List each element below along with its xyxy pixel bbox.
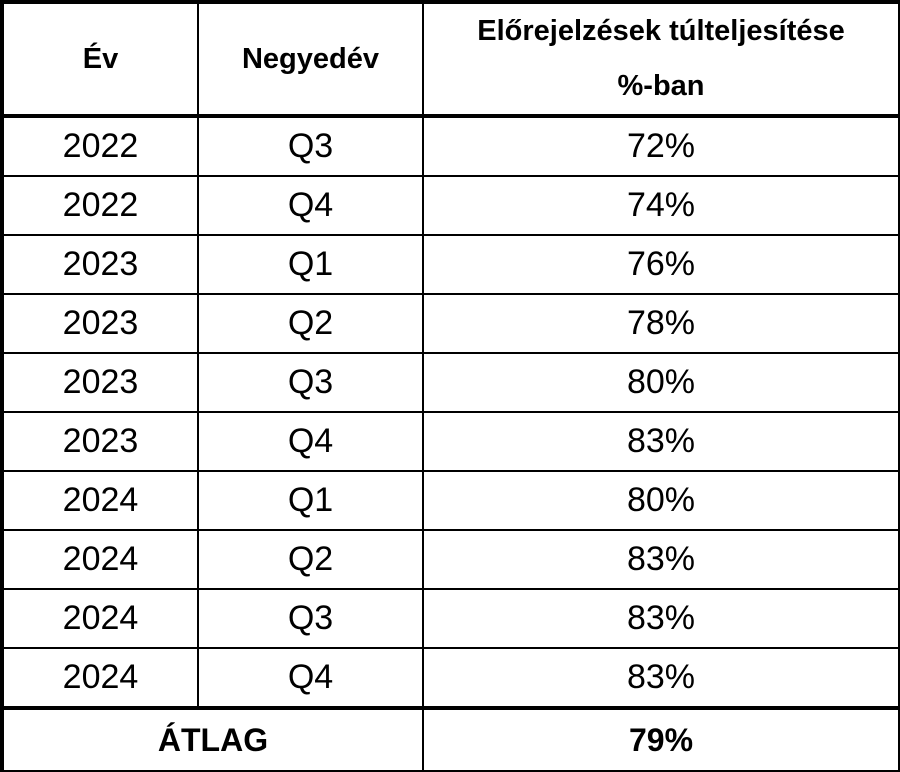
- table-cell: 2023: [2, 234, 199, 296]
- table-cell: 2023: [2, 352, 199, 414]
- table-cell: Q2: [197, 293, 424, 355]
- footer-label: ÁTLAG: [2, 706, 424, 772]
- table-cell: Q3: [197, 352, 424, 414]
- table-cell: 83%: [422, 588, 900, 650]
- table-row: 2024 Q4 83%: [2, 647, 900, 710]
- table-row: 2022 Q3 72%: [2, 115, 900, 178]
- table-cell: Q3: [197, 588, 424, 650]
- header-line: %-ban: [617, 70, 705, 103]
- footer-row: ÁTLAG 79%: [2, 706, 900, 772]
- table-cell: 72%: [422, 115, 900, 178]
- table-cell: 76%: [422, 234, 900, 296]
- table-cell: Q3: [197, 115, 424, 178]
- table-cell: 2022: [2, 115, 199, 178]
- table-cell: 2023: [2, 293, 199, 355]
- table-cell: Q4: [197, 647, 424, 710]
- table-cell: 2024: [2, 529, 199, 591]
- table-cell: Q2: [197, 529, 424, 591]
- table-cell: Q1: [197, 470, 424, 532]
- table-row: 2024 Q1 80%: [2, 470, 900, 532]
- header-cell: Előrejelzések túlteljesítése %-ban: [422, 1, 900, 119]
- table-cell: 78%: [422, 293, 900, 355]
- table-cell: 2024: [2, 470, 199, 532]
- table-row: 2023 Q1 76%: [2, 234, 900, 296]
- table-cell: 2024: [2, 647, 199, 710]
- table-cell: Q1: [197, 234, 424, 296]
- table-cell: 2022: [2, 175, 199, 237]
- table-row: 2024 Q2 83%: [2, 529, 900, 591]
- table-cell: 83%: [422, 529, 900, 591]
- header-cell: Év: [2, 1, 199, 119]
- table-header: Év Negyedév Előrejelzések túlteljesítése…: [2, 1, 900, 119]
- table-cell: 83%: [422, 411, 900, 473]
- header-row: Év Negyedév Előrejelzések túlteljesítése…: [2, 1, 900, 119]
- table-row: 2024 Q3 83%: [2, 588, 900, 650]
- table-row: 2023 Q2 78%: [2, 293, 900, 355]
- table-row: 2023 Q3 80%: [2, 352, 900, 414]
- table-cell: 80%: [422, 470, 900, 532]
- table-cell: Q4: [197, 175, 424, 237]
- table-cell: 80%: [422, 352, 900, 414]
- header-cell: Negyedév: [197, 1, 424, 119]
- table-row: 2022 Q4 74%: [2, 175, 900, 237]
- table-cell: 83%: [422, 647, 900, 710]
- table-cell: Q4: [197, 411, 424, 473]
- table-cell: 2023: [2, 411, 199, 473]
- table-cell: 74%: [422, 175, 900, 237]
- table-row: 2023 Q4 83%: [2, 411, 900, 473]
- footer-value: 79%: [422, 706, 900, 772]
- header-line: Előrejelzések túlteljesítése: [477, 15, 845, 47]
- table-cell: 2024: [2, 588, 199, 650]
- table-body: 2022 Q3 72% 2022 Q4 74% 2023 Q1 76% 2023 Q2 78% 2023…: [2, 115, 900, 772]
